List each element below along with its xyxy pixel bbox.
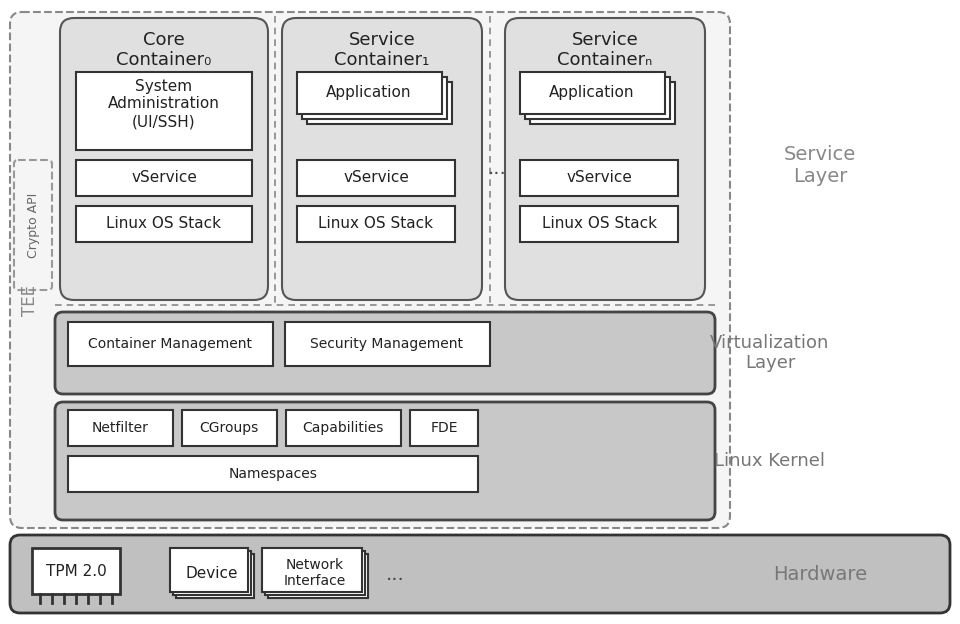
Bar [262, 548, 362, 592]
Bar [265, 551, 365, 595]
Bar [297, 72, 442, 114]
Text: Crypto API: Crypto API [27, 192, 39, 258]
FancyBboxPatch shape [505, 18, 705, 300]
Text: Application: Application [549, 85, 635, 100]
Bar [297, 206, 455, 242]
Text: vService: vService [132, 170, 197, 185]
Text: Container Management: Container Management [88, 337, 252, 351]
FancyBboxPatch shape [10, 535, 950, 613]
Text: Core: Core [143, 31, 185, 49]
Bar [76, 160, 252, 196]
Text: Application: Application [326, 85, 412, 100]
Text: Service
Layer: Service Layer [784, 145, 856, 185]
Text: ...: ... [386, 565, 404, 583]
Text: Capabilities: Capabilities [302, 421, 384, 435]
Text: Security Management: Security Management [310, 337, 464, 351]
Bar [285, 322, 490, 366]
Bar [520, 160, 678, 196]
Text: Linux OS Stack: Linux OS Stack [541, 217, 657, 232]
Bar [302, 77, 447, 119]
Bar [520, 72, 665, 114]
Bar [68, 456, 478, 492]
Bar [182, 410, 277, 446]
FancyBboxPatch shape [60, 18, 268, 300]
FancyBboxPatch shape [55, 402, 715, 520]
Bar [170, 548, 248, 592]
Text: vService: vService [343, 170, 409, 185]
Bar [520, 206, 678, 242]
Text: Virtualization
Layer: Virtualization Layer [710, 334, 829, 373]
Bar [410, 410, 478, 446]
Bar [268, 554, 368, 598]
Bar [525, 77, 670, 119]
Text: System: System [135, 79, 193, 94]
Bar [530, 82, 675, 124]
Text: Container₁: Container₁ [334, 51, 430, 69]
FancyBboxPatch shape [282, 18, 482, 300]
Bar [76, 206, 252, 242]
Bar [176, 554, 254, 598]
Text: FDE: FDE [430, 421, 458, 435]
Bar [32, 548, 120, 594]
Text: Administration: Administration [108, 97, 220, 112]
Text: Netfilter: Netfilter [91, 421, 149, 435]
Bar [307, 82, 452, 124]
Bar [173, 551, 251, 595]
FancyBboxPatch shape [55, 312, 715, 394]
Text: Network
Interface: Network Interface [284, 558, 347, 588]
Text: Hardware: Hardware [773, 565, 867, 583]
Text: Linux OS Stack: Linux OS Stack [319, 217, 434, 232]
Text: Linux Kernel: Linux Kernel [714, 452, 826, 470]
Bar [76, 72, 252, 150]
Text: vService: vService [566, 170, 632, 185]
Text: ...: ... [488, 158, 506, 177]
Bar [68, 410, 173, 446]
Text: Device: Device [185, 565, 238, 580]
Text: Containerₙ: Containerₙ [558, 51, 653, 69]
Text: Service: Service [571, 31, 638, 49]
Bar [286, 410, 401, 446]
FancyBboxPatch shape [10, 12, 730, 528]
FancyBboxPatch shape [14, 160, 52, 290]
Text: Namespaces: Namespaces [228, 467, 318, 481]
Text: Service: Service [348, 31, 416, 49]
Text: (UI/SSH): (UI/SSH) [132, 114, 196, 130]
Text: CGroups: CGroups [200, 421, 258, 435]
Text: Container₀: Container₀ [116, 51, 212, 69]
Text: TPM 2.0: TPM 2.0 [46, 563, 107, 578]
Bar [68, 322, 273, 366]
Text: Linux OS Stack: Linux OS Stack [107, 217, 222, 232]
Text: TEE: TEE [21, 285, 39, 316]
Bar [297, 160, 455, 196]
